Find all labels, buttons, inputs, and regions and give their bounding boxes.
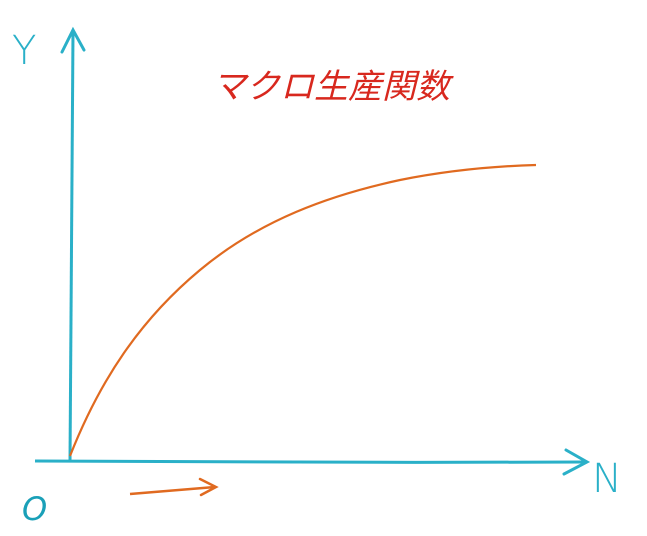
small-arrow — [129, 485, 216, 496]
y-axis-arrow — [60, 26, 86, 54]
diagram-title: マクロ生産関数 — [212, 67, 454, 107]
x-axis-label: N — [592, 456, 622, 502]
x-axis — [34, 459, 586, 464]
small-arrow-head — [198, 477, 219, 497]
origin-label: O — [22, 490, 47, 528]
production-curve — [68, 163, 537, 457]
y-axis — [68, 31, 75, 463]
y-axis-label: Y — [12, 28, 36, 74]
x-axis-arrow — [562, 448, 591, 476]
